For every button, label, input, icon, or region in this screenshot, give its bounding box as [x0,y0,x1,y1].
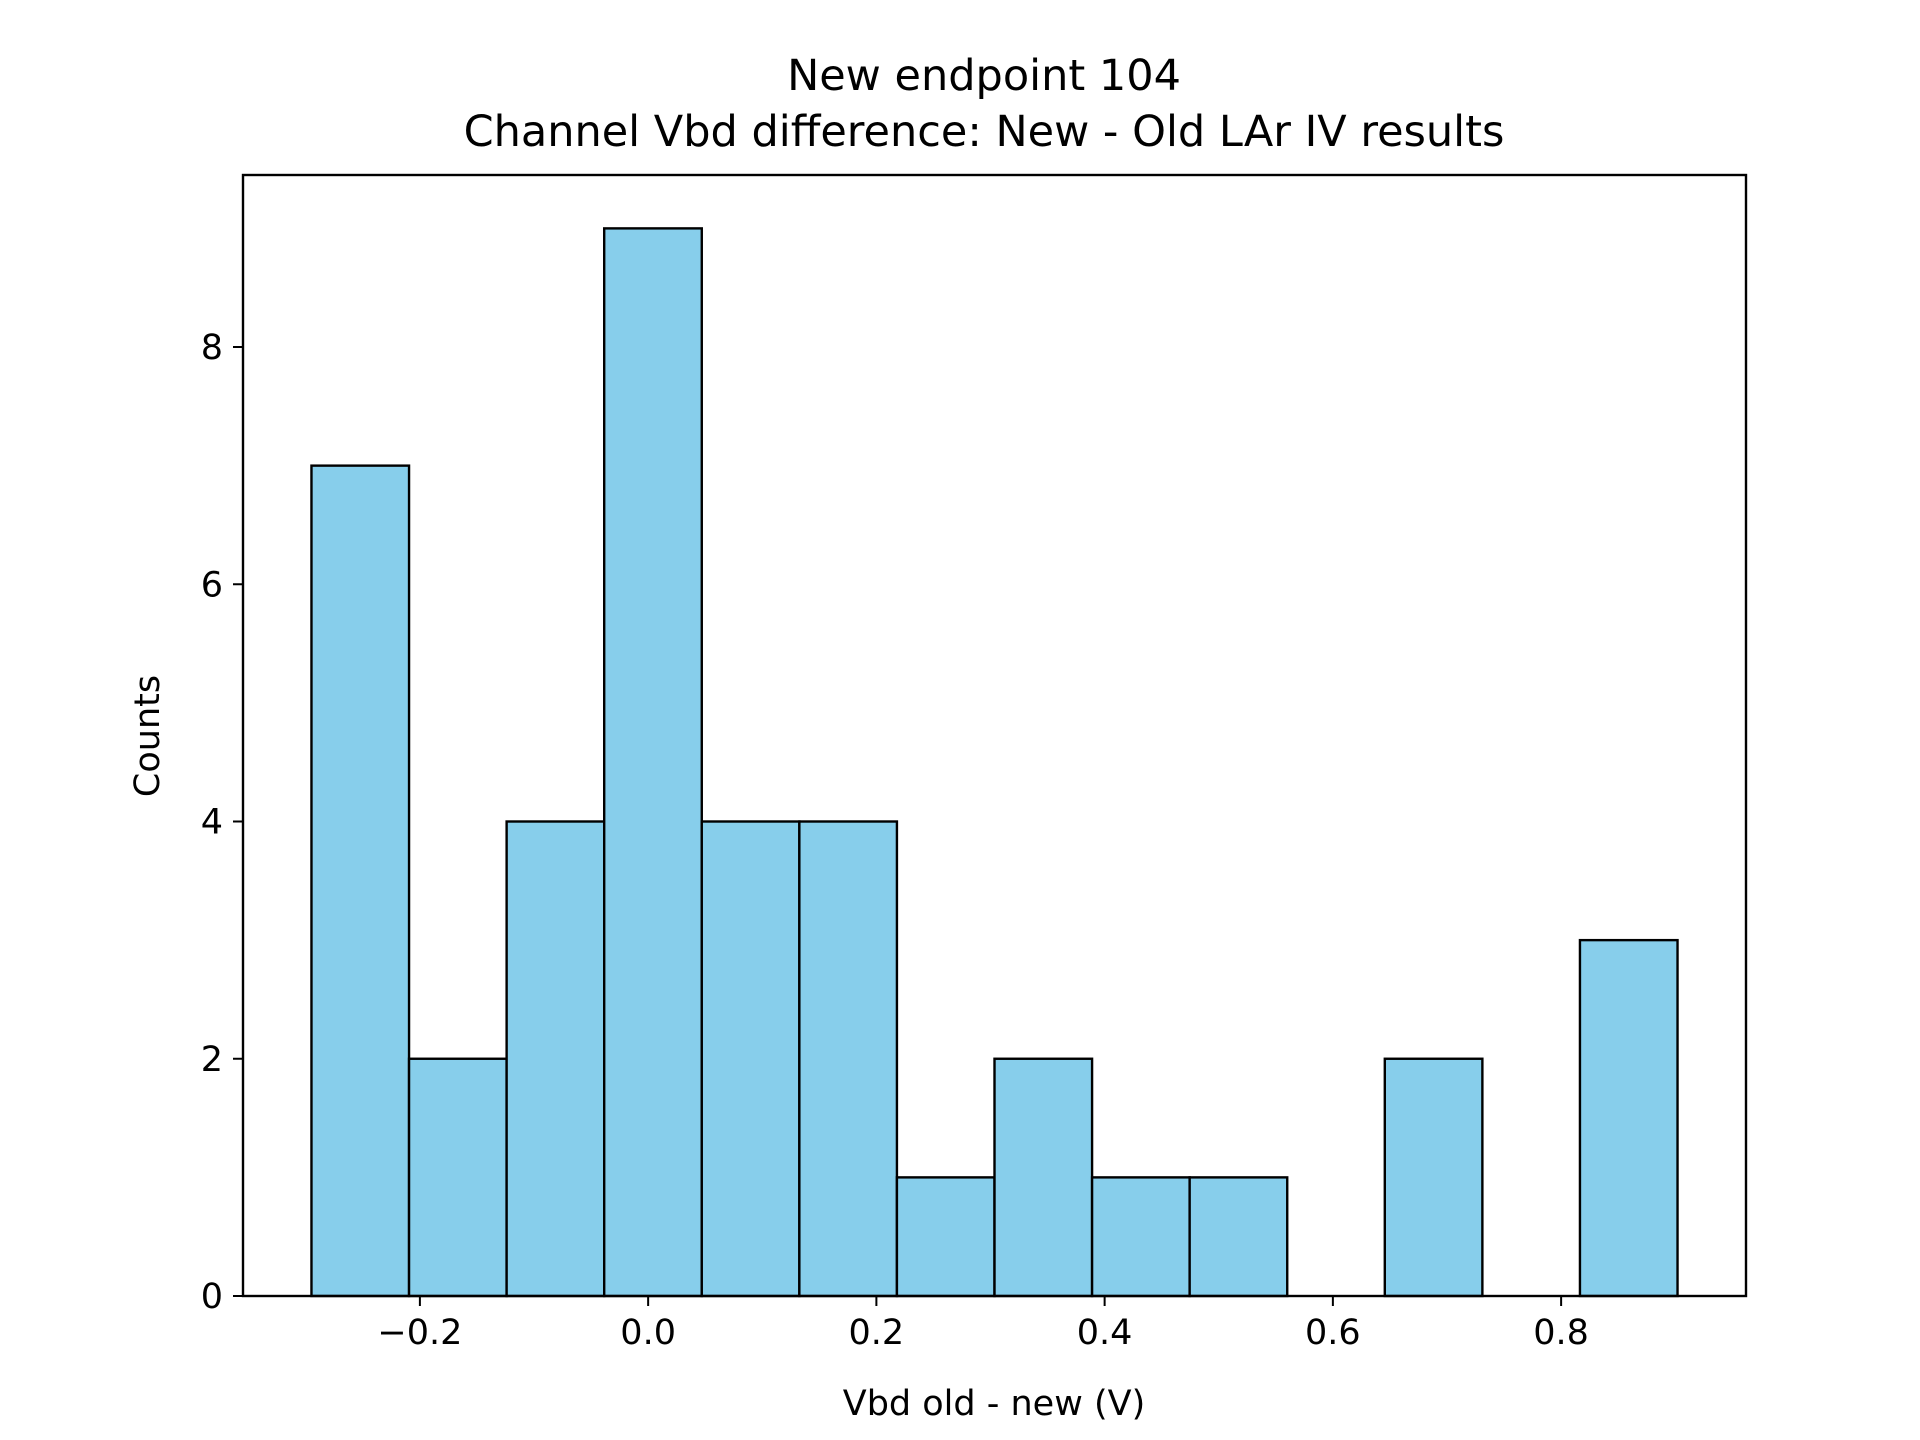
x-tick-label: −0.2 [377,1313,462,1353]
histogram-bar [1188,1176,1289,1298]
histogram-bar [1090,1176,1191,1298]
x-axis-label: Vbd old - new (V) [843,1384,1145,1424]
histogram-bar [505,820,606,1298]
x-tick-label: 0.0 [620,1313,676,1353]
y-tick-label: 0 [201,1277,223,1317]
histogram-bar [798,820,899,1298]
x-tick-label: 0.2 [849,1313,905,1353]
x-tick-label: 0.4 [1077,1313,1133,1353]
x-tick-label: 0.6 [1305,1313,1361,1353]
histogram-bar [310,464,411,1298]
histogram-bar [1383,1057,1484,1298]
y-axis-label: Counts [128,675,168,797]
histogram-bar [407,1057,508,1298]
chart-subtitle: Channel Vbd difference: New - Old LAr IV… [464,107,1505,157]
histogram-bars [310,227,1679,1298]
y-tick-label: 4 [201,803,223,843]
plot-frame [241,173,1748,1298]
histogram-bar [895,1176,996,1298]
histogram-bar [993,1057,1094,1298]
y-axis-ticks: 0 2 4 6 8 [201,328,243,1317]
chart-title: New endpoint 104 [787,51,1181,101]
histogram-bar [700,820,801,1298]
y-tick-label: 2 [201,1040,223,1080]
histogram-bar [603,227,703,1298]
y-tick-label: 8 [201,328,223,368]
histogram-bar [1578,938,1679,1298]
x-axis-ticks: −0.2 0.0 0.2 0.4 0.6 0.8 [377,1296,1589,1353]
y-tick-label: 6 [201,565,223,605]
x-tick-label: 0.8 [1533,1313,1589,1353]
